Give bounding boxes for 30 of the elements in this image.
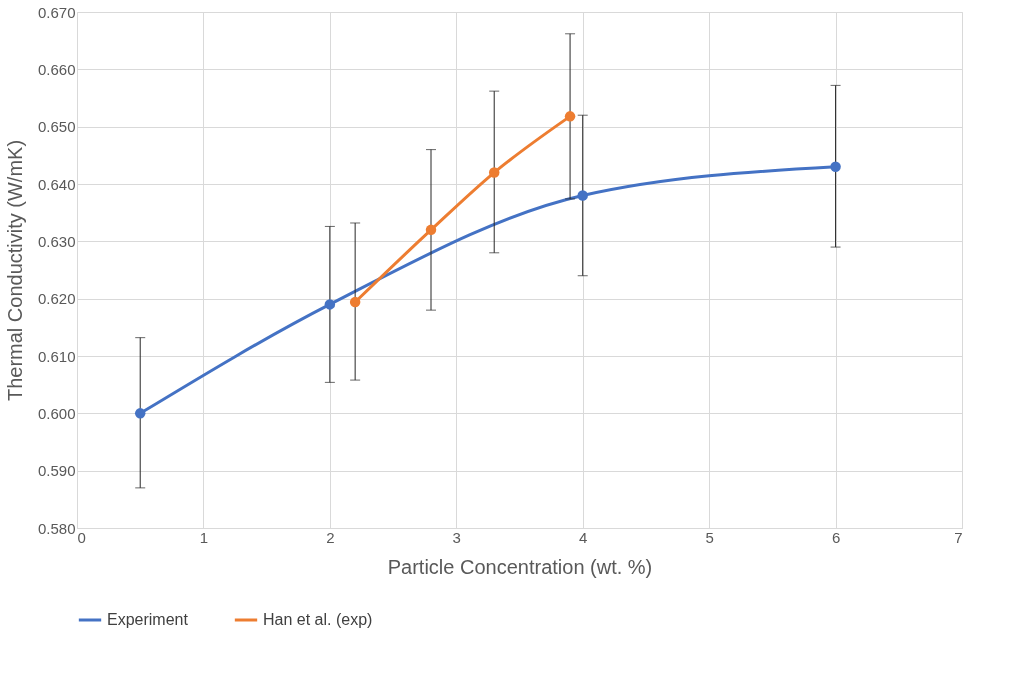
y-tick-label: 0.630 bbox=[37, 232, 76, 250]
legend-label: Han et al. (exp) bbox=[263, 611, 373, 628]
point bbox=[488, 167, 500, 178]
x-tick-label: 2 bbox=[326, 528, 335, 546]
point bbox=[425, 224, 437, 236]
point bbox=[349, 296, 361, 308]
x-tick-label: 6 bbox=[831, 528, 841, 546]
y-tick-label: 0.590 bbox=[37, 462, 76, 480]
y-tick-label: 0.600 bbox=[37, 404, 76, 422]
x-tick-label: 4 bbox=[579, 528, 588, 546]
y-tick-label: 0.610 bbox=[37, 347, 76, 365]
x-axis-title: Particle Concentration (wt. %) bbox=[387, 555, 653, 578]
x-tick-label: 1 bbox=[199, 528, 209, 546]
point bbox=[324, 299, 336, 310]
point bbox=[830, 161, 841, 173]
y-tick-label: 0.640 bbox=[37, 175, 76, 193]
y-tick-label: 0.660 bbox=[37, 60, 76, 78]
x-tick-label: 3 bbox=[452, 528, 461, 546]
y-tick-label: 0.620 bbox=[37, 290, 76, 308]
point bbox=[564, 111, 576, 122]
y-tick-label: 0.670 bbox=[37, 3, 76, 21]
legend-label: Experiment bbox=[107, 611, 189, 628]
y-axis-title: Thermal Conductivity (W/mK) bbox=[3, 139, 26, 402]
x-tick-label: 0 bbox=[77, 528, 86, 546]
x-tick-label: 7 bbox=[954, 528, 963, 546]
x-tick-label: 5 bbox=[705, 528, 714, 546]
point bbox=[134, 408, 146, 419]
point bbox=[577, 190, 588, 201]
y-tick-label: 0.580 bbox=[37, 519, 76, 537]
y-tick-label: 0.650 bbox=[37, 118, 76, 136]
